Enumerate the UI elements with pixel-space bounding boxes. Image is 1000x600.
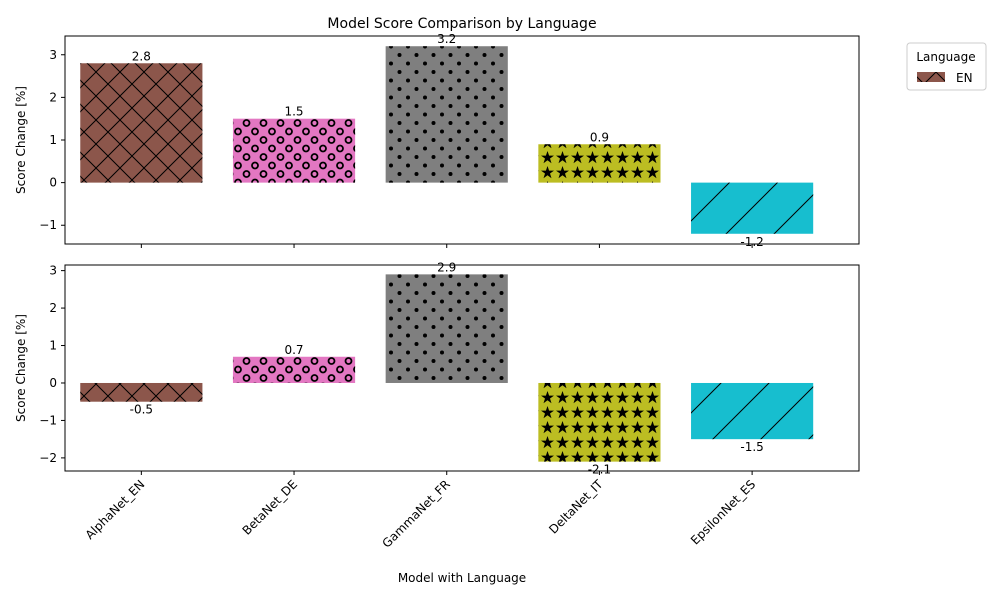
y-tick-label: −2 xyxy=(39,451,57,465)
data-label: 2.9 xyxy=(437,260,456,274)
x-tick-label-deltanet_it: DeltaNet_IT xyxy=(546,477,606,537)
bar-hatch-betanet_de-panel-2 xyxy=(232,356,356,383)
data-label: -2.1 xyxy=(588,463,611,477)
y-tick-label: 0 xyxy=(49,176,57,190)
top-panel: 2.8 1.5 3.2 0.9 -1.2 −1 0 1 2 3 Score Change [%] xyxy=(14,32,860,249)
plot-frame xyxy=(64,264,860,472)
bar-hatch-alphanet_en-panel-1 xyxy=(80,63,203,183)
bar-hatch-epsilonnet_es-panel-1 xyxy=(691,182,814,234)
x-axis-ticks: AlphaNet_EN BetaNet_DE GammaNet_FR DeltaNet… xyxy=(83,477,759,551)
bar-hatch-alphanet_en-panel-2 xyxy=(80,382,203,402)
legend: Language EN xyxy=(906,42,987,91)
bar-hatch-deltanet_it-panel-2 xyxy=(538,382,661,462)
y-tick-label: −1 xyxy=(39,218,57,232)
data-label: 0.7 xyxy=(284,343,303,357)
bottom-panel: -0.5 0.7 2.9 -2.1 -1.5 −2 −1 0 1 2 3 Score Change [… xyxy=(14,260,860,477)
data-label: 0.9 xyxy=(590,130,609,144)
y-tick-label: 3 xyxy=(49,264,57,278)
y-tick-label: 1 xyxy=(49,339,57,353)
y-tick-label: 2 xyxy=(49,90,57,104)
data-label: 1.5 xyxy=(284,105,303,119)
data-label: -1.5 xyxy=(740,440,763,454)
x-tick-label-alphanet_en: AlphaNet_EN xyxy=(83,477,148,542)
data-label: -0.5 xyxy=(130,403,153,417)
chart-title: Model Score Comparison by Language xyxy=(327,16,596,32)
bar-hatch-epsilonnet_es-panel-2 xyxy=(691,382,814,440)
y-tick-label: −1 xyxy=(39,413,57,427)
x-axis-label: Model with Language xyxy=(398,571,526,585)
data-label: 3.2 xyxy=(437,32,456,46)
y-tick-label: 3 xyxy=(49,48,57,62)
x-tick-label-gammanet_fr: GammaNet_FR xyxy=(380,477,453,550)
legend-entry-label: EN xyxy=(956,71,973,85)
y-tick-label: 1 xyxy=(49,133,57,147)
bar-hatch-gammanet_fr-panel-1 xyxy=(385,46,508,183)
data-label: -1.2 xyxy=(740,235,763,249)
x-tick-label-epsilonnet_es: EpsilonNet_ES xyxy=(688,477,758,547)
bar-hatch-gammanet_fr-panel-2 xyxy=(385,274,508,383)
y-tick-label: 0 xyxy=(49,376,57,390)
y-axis-label: Score Change [%] xyxy=(14,86,28,194)
y-axis-label: Score Change [%] xyxy=(14,314,28,422)
y-tick-label: 2 xyxy=(49,301,57,315)
bar-hatch-betanet_de-panel-1 xyxy=(232,118,356,183)
x-tick-label-betanet_de: BetaNet_DE xyxy=(240,477,301,538)
legend-title: Language xyxy=(916,50,975,64)
legend-swatch-hatch xyxy=(917,72,945,82)
bar-hatch-deltanet_it-panel-1 xyxy=(538,144,661,183)
data-label: 2.8 xyxy=(132,49,151,63)
